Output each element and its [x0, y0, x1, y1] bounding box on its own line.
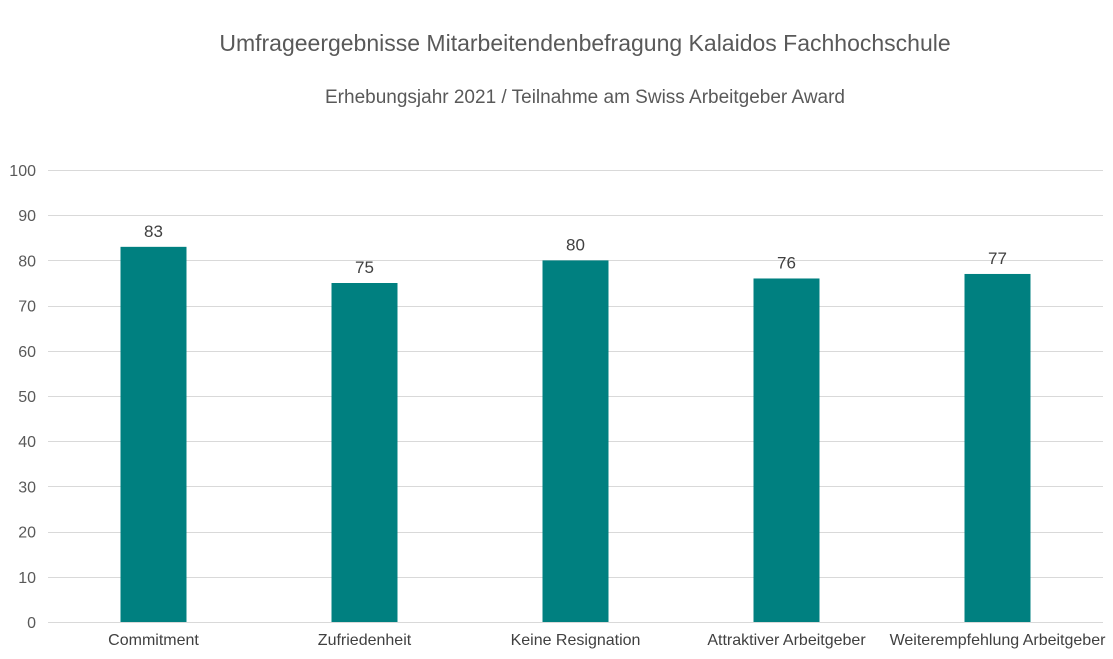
data-label: 77 — [988, 249, 1007, 268]
chart-title: Umfrageergebnisse Mitarbeitendenbefragun… — [219, 30, 950, 56]
bars — [120, 246, 1031, 622]
bar — [753, 278, 820, 622]
y-tick-label: 70 — [18, 299, 36, 316]
y-tick-label: 50 — [18, 389, 36, 406]
x-category-label: Commitment — [108, 632, 199, 649]
y-tick-label: 90 — [18, 208, 36, 225]
data-label: 75 — [355, 258, 374, 277]
bar — [542, 260, 609, 622]
x-category-label: Weiterempfehlung Arbeitgeber — [890, 632, 1107, 649]
y-tick-label: 100 — [9, 163, 36, 180]
bar — [964, 273, 1031, 622]
bar — [120, 246, 187, 622]
bar — [331, 283, 398, 622]
data-label: 83 — [144, 222, 163, 241]
x-category-label: Attraktiver Arbeitgeber — [707, 632, 866, 649]
y-tick-label: 20 — [18, 525, 36, 542]
y-tick-label: 30 — [18, 479, 36, 496]
chart-subtitle: Erhebungsjahr 2021 / Teilnahme am Swiss … — [325, 87, 845, 108]
y-tick-label: 60 — [18, 344, 36, 361]
y-tick-label: 10 — [18, 570, 36, 587]
data-label: 80 — [566, 235, 585, 254]
y-axis-ticks: 0 10 20 30 40 50 60 70 80 90 100 — [9, 163, 36, 632]
x-axis-categories: Commitment Zufriedenheit Keine Resignation… — [108, 632, 1106, 649]
y-tick-label: 0 — [27, 615, 36, 632]
data-labels: 83 75 80 76 77 — [144, 222, 1007, 277]
x-category-label: Keine Resignation — [511, 632, 641, 649]
data-label: 76 — [777, 253, 796, 272]
y-tick-label: 40 — [18, 434, 36, 451]
x-category-label: Zufriedenheit — [318, 632, 412, 649]
y-tick-label: 80 — [18, 253, 36, 270]
